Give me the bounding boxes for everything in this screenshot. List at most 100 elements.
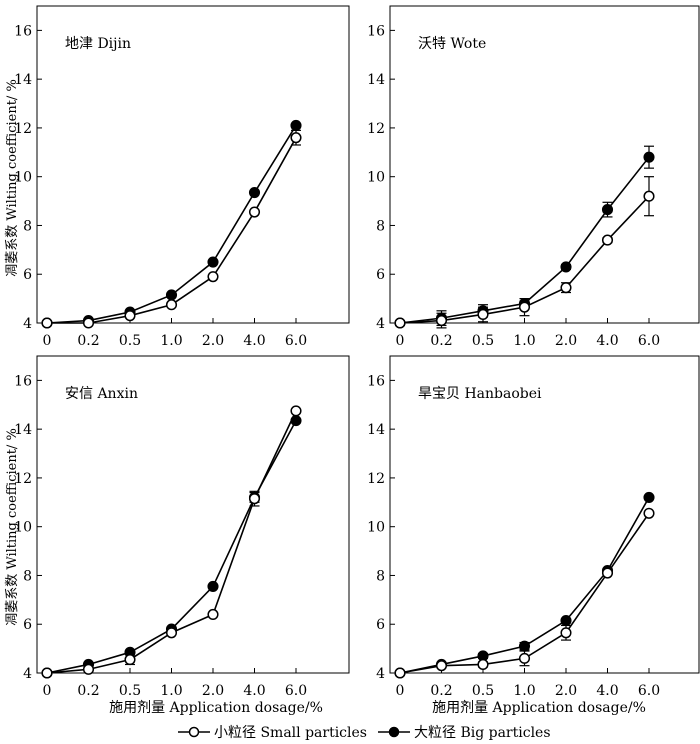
x-axis-title-left: 施用剂量 Application dosage/% bbox=[109, 700, 323, 716]
y-tick-label: 16 bbox=[367, 373, 385, 389]
data-point bbox=[248, 186, 261, 199]
data-point bbox=[207, 256, 219, 268]
x-axis-title-right: 施用剂量 Application dosage/% bbox=[432, 700, 646, 716]
data-point bbox=[435, 660, 448, 672]
y-tick-label: 12 bbox=[14, 471, 32, 487]
data-point bbox=[82, 663, 95, 675]
series-big-particles bbox=[394, 491, 655, 679]
x-tick-label: 0 bbox=[43, 333, 52, 349]
y-tick-label: 16 bbox=[367, 23, 385, 39]
x-tick-label: 0.2 bbox=[77, 683, 99, 699]
y-tick-label: 16 bbox=[14, 23, 32, 39]
x-tick-label: 4.0 bbox=[243, 683, 265, 699]
x-tick-label: 4.0 bbox=[596, 683, 618, 699]
y-tick-label: 8 bbox=[23, 218, 32, 234]
y-axis-title-bottom: 凋萎系数 Wilting coefficient/ % bbox=[5, 428, 20, 626]
data-point bbox=[394, 667, 406, 679]
plot-frame bbox=[36, 5, 350, 324]
y-tick-label: 8 bbox=[23, 568, 32, 584]
data-point bbox=[560, 261, 572, 273]
chart-panel-1: 4 6 8 10 12 14 16 0 0.2 0.5 1.0 2.0 4.0 6.0 地津 Dijin bbox=[14, 5, 350, 349]
plot-frame bbox=[389, 355, 700, 674]
panel-title: 旱宝贝 Hanbaobei bbox=[418, 386, 542, 402]
y-tick-label: 12 bbox=[367, 121, 385, 137]
data-point bbox=[643, 491, 655, 503]
x-tick-label: 0.2 bbox=[430, 333, 452, 349]
y-tick-label: 16 bbox=[14, 373, 32, 389]
x-tick-label: 1.0 bbox=[513, 333, 535, 349]
data-point bbox=[643, 151, 655, 163]
x-tick-label: 0.5 bbox=[472, 333, 494, 349]
data-point bbox=[290, 405, 302, 417]
y-tick-label: 10 bbox=[367, 520, 385, 536]
data-point bbox=[165, 289, 178, 301]
y-tick-label: 14 bbox=[14, 72, 32, 88]
x-tick-label: 0.5 bbox=[119, 333, 141, 349]
panel-title: 沃特 Wote bbox=[418, 36, 486, 52]
x-tick-label: 2.0 bbox=[202, 683, 224, 699]
x-tick-label: 4.0 bbox=[243, 333, 265, 349]
x-tick-label: 0 bbox=[43, 683, 52, 699]
x-tick-label: 0.5 bbox=[119, 683, 141, 699]
series-small-particles bbox=[41, 405, 302, 679]
legend-big-marker bbox=[388, 726, 400, 738]
y-tick-label: 4 bbox=[23, 316, 32, 332]
y-tick-label: 6 bbox=[376, 617, 385, 633]
y-tick-label: 14 bbox=[14, 422, 32, 438]
data-point bbox=[394, 317, 406, 329]
data-point bbox=[41, 667, 53, 679]
data-point bbox=[248, 206, 261, 218]
x-tick-label: 6.0 bbox=[638, 333, 660, 349]
series-small-particles bbox=[394, 176, 655, 329]
y-tick-label: 10 bbox=[367, 170, 385, 186]
data-point bbox=[207, 271, 219, 283]
x-tick-label: 1.0 bbox=[160, 683, 182, 699]
data-point bbox=[165, 627, 178, 639]
x-tick-label: 6.0 bbox=[285, 333, 307, 349]
panel-title: 安信 Anxin bbox=[65, 386, 138, 402]
x-tick-label: 0 bbox=[396, 683, 405, 699]
data-point bbox=[124, 654, 136, 666]
y-tick-label: 6 bbox=[376, 267, 385, 283]
y-axis-title-top: 凋萎系数 Wilting coefficient/ % bbox=[5, 79, 20, 277]
y-tick-label: 4 bbox=[376, 316, 385, 332]
data-point bbox=[41, 317, 53, 329]
x-tick-label: 0.2 bbox=[430, 683, 452, 699]
data-point bbox=[477, 308, 489, 321]
x-tick-label: 4.0 bbox=[596, 333, 618, 349]
y-tick-label: 10 bbox=[14, 170, 32, 186]
data-point bbox=[518, 652, 531, 664]
legend-small-marker bbox=[188, 726, 200, 738]
data-point bbox=[207, 608, 219, 621]
chart-panel-2: 4 6 8 10 12 14 16 0 0.2 0.5 1.0 2.0 4.0 6.0 沃特 Wote bbox=[367, 5, 700, 349]
x-tick-label: 1.0 bbox=[513, 683, 535, 699]
data-point bbox=[518, 640, 531, 652]
data-point bbox=[82, 317, 95, 329]
y-tick-label: 10 bbox=[14, 520, 32, 536]
data-point bbox=[518, 301, 531, 313]
y-tick-label: 6 bbox=[23, 617, 32, 633]
panels: 4 6 8 10 12 14 16 0 0.2 0.5 1.0 2.0 4.0 6.0 地津 Dijin 4 6… bbox=[14, 5, 700, 699]
series-big-particles bbox=[41, 415, 302, 679]
data-point bbox=[290, 132, 302, 144]
legend-big-label: 大粒径 Big particles bbox=[414, 725, 551, 741]
series-big-particles bbox=[41, 119, 302, 329]
plot-frame bbox=[36, 355, 350, 674]
data-point bbox=[560, 615, 572, 627]
y-tick-label: 6 bbox=[23, 267, 32, 283]
y-tick-label: 14 bbox=[367, 72, 385, 88]
plot-frame bbox=[389, 5, 700, 324]
x-tick-label: 0 bbox=[396, 333, 405, 349]
chart-panel-3: 4 6 8 10 12 14 16 0 0.2 0.5 1.0 2.0 4.0 6.0 安信 Anxin bbox=[14, 355, 350, 699]
data-point bbox=[601, 234, 614, 246]
x-tick-label: 6.0 bbox=[285, 683, 307, 699]
legend: 小粒径 Small particles 大粒径 Big particles bbox=[178, 725, 551, 741]
data-point bbox=[560, 282, 572, 294]
x-tick-label: 1.0 bbox=[160, 333, 182, 349]
y-tick-label: 12 bbox=[367, 471, 385, 487]
series-small-particles bbox=[41, 129, 302, 329]
data-point bbox=[560, 627, 572, 639]
chart-panel-4: 4 6 8 10 12 14 16 0 0.2 0.5 1.0 2.0 4.0 6.0 旱宝贝 Hanbao… bbox=[367, 355, 700, 699]
panel-title: 地津 Dijin bbox=[65, 36, 131, 52]
